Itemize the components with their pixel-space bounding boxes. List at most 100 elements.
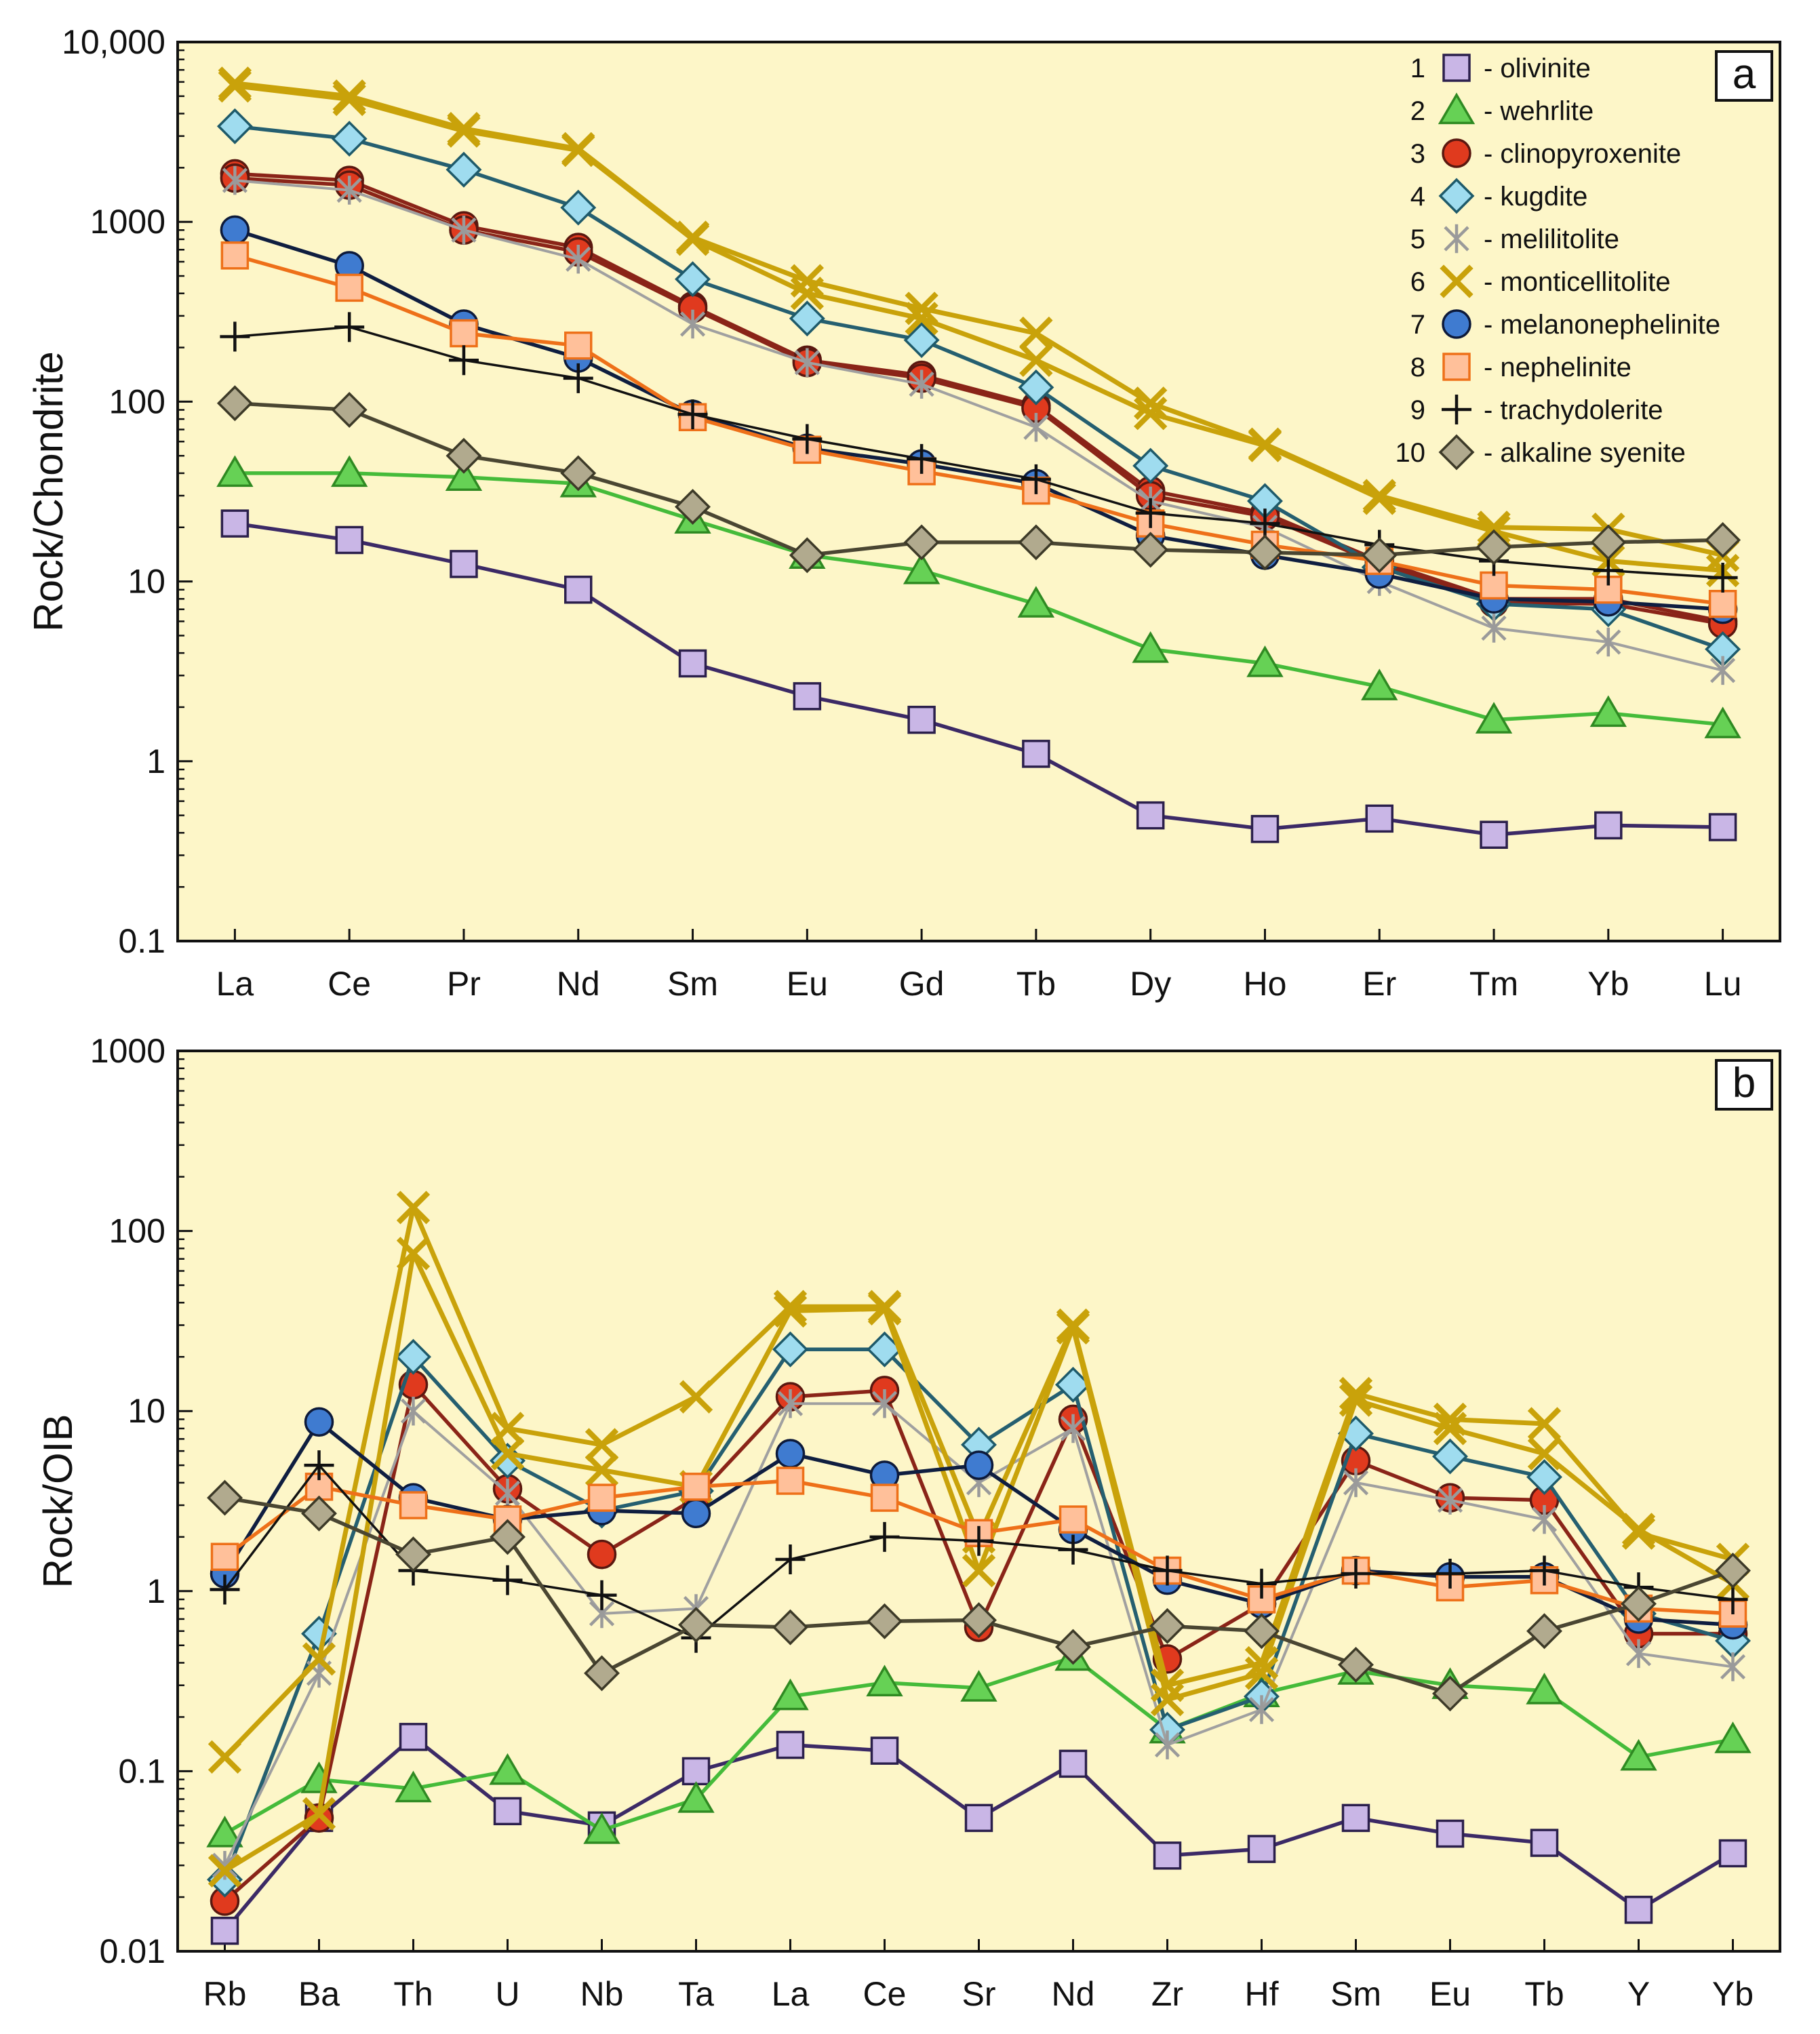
data-point bbox=[903, 524, 940, 561]
x-tick-label: Tb bbox=[1524, 1975, 1564, 2013]
data-point bbox=[1244, 1613, 1280, 1650]
data-point bbox=[1017, 586, 1055, 618]
y-tick-label: 1000 bbox=[90, 203, 165, 241]
data-point bbox=[1135, 498, 1166, 528]
panel-tag-box bbox=[1715, 50, 1773, 102]
data-point bbox=[207, 1479, 243, 1516]
data-point bbox=[1437, 1485, 1463, 1515]
data-point bbox=[446, 151, 482, 188]
data-point bbox=[396, 1237, 431, 1271]
data-point bbox=[304, 1407, 334, 1437]
data-point bbox=[790, 277, 824, 311]
data-point bbox=[566, 245, 591, 274]
data-point bbox=[1589, 695, 1627, 727]
data-point bbox=[490, 1437, 525, 1471]
data-point bbox=[678, 1607, 714, 1643]
series-line bbox=[235, 179, 1724, 672]
data-point bbox=[962, 1553, 996, 1588]
x-tick-label: Tb bbox=[1016, 965, 1056, 1003]
series-line bbox=[235, 471, 1723, 727]
data-point bbox=[964, 1803, 993, 1833]
data-point bbox=[587, 1539, 617, 1570]
y-axis: 0.01 0.1 1 10 100 1000 bbox=[90, 1032, 193, 1970]
data-point bbox=[220, 509, 250, 538]
data-point bbox=[964, 1526, 994, 1556]
data-point bbox=[207, 1854, 242, 1888]
data-point bbox=[1153, 1841, 1182, 1870]
data-point bbox=[1018, 369, 1054, 405]
data-point bbox=[450, 319, 478, 348]
legend-item-2: 2 - wehrlite bbox=[1410, 92, 1594, 126]
x-tick-label: Er bbox=[1362, 965, 1396, 1003]
y-tick-label: 100 bbox=[109, 382, 165, 420]
data-point bbox=[1436, 1819, 1465, 1848]
x-tick-label: Yb bbox=[1712, 1975, 1754, 2013]
data-point bbox=[304, 1450, 334, 1481]
x-tick-label: Pr bbox=[447, 965, 481, 1003]
data-point bbox=[335, 525, 363, 555]
data-point bbox=[772, 1331, 808, 1368]
data-point bbox=[395, 1770, 432, 1803]
legend-item-8: 8 - nephelinite bbox=[1410, 353, 1631, 382]
legend-marker-icon bbox=[1438, 178, 1475, 214]
data-point bbox=[679, 309, 706, 339]
data-point bbox=[218, 69, 252, 103]
data-point bbox=[1590, 524, 1627, 561]
chart-panel-b: 0.01 0.1 1 10 100 1000 Rock/OIB Rb Ba Th U Nb Ta La Ce… bbox=[35, 1032, 1781, 2013]
data-point bbox=[302, 1642, 336, 1676]
legend-marker-icon bbox=[1442, 353, 1471, 381]
x-tick-label: Zr bbox=[1151, 1975, 1183, 2013]
data-point bbox=[1339, 1383, 1373, 1417]
legend-number: 2 bbox=[1410, 96, 1425, 126]
data-point bbox=[220, 241, 250, 270]
legend-marker-icon bbox=[1438, 434, 1475, 471]
data-point bbox=[492, 1565, 523, 1595]
x-tick-label: Nd bbox=[1052, 1975, 1095, 2013]
x-tick-label: Y bbox=[1627, 1975, 1650, 2013]
legend-item-6: 6 - monticellitolite bbox=[1410, 264, 1671, 298]
data-point bbox=[560, 455, 597, 492]
data-point bbox=[1059, 1505, 1088, 1534]
data-point bbox=[866, 1664, 903, 1697]
data-point bbox=[1707, 562, 1738, 593]
data-point bbox=[1433, 1412, 1467, 1445]
x-axis: La Ce Pr Nd Sm Eu Gd Tb Dy Ho Er Tm Yb Lu bbox=[216, 929, 1741, 1003]
x-tick-label: U bbox=[495, 1975, 519, 2013]
data-point bbox=[1248, 1695, 1275, 1724]
data-point bbox=[1708, 589, 1737, 618]
data-point bbox=[1022, 740, 1050, 768]
x-tick-label: Ta bbox=[678, 1975, 714, 2013]
y-tick-label: 0.1 bbox=[118, 1752, 165, 1790]
data-point bbox=[1624, 1896, 1653, 1924]
data-point bbox=[1710, 656, 1736, 685]
data-point bbox=[448, 345, 479, 376]
legend-number: 3 bbox=[1410, 139, 1425, 169]
data-point bbox=[1704, 706, 1741, 738]
x-tick-label: Nb bbox=[580, 1975, 624, 2013]
data-point bbox=[1250, 509, 1280, 539]
data-point bbox=[907, 443, 937, 474]
legend-number: 6 bbox=[1410, 267, 1425, 297]
y-tick-label: 1000 bbox=[90, 1032, 165, 1070]
data-point bbox=[1136, 801, 1165, 830]
y-tick-label: 10,000 bbox=[62, 23, 165, 61]
legend-item-5: 5 - melilitolite bbox=[1410, 224, 1619, 254]
data-point bbox=[1132, 631, 1169, 663]
data-point bbox=[1718, 1584, 1748, 1614]
y-axis-label: Rock/OIB bbox=[35, 1414, 81, 1589]
data-point bbox=[1621, 1513, 1656, 1547]
data-point bbox=[399, 1491, 428, 1519]
series-line bbox=[234, 83, 1723, 573]
legend-item-3: 3 - clinopyroxenite bbox=[1410, 138, 1681, 169]
data-point bbox=[1248, 428, 1282, 462]
data-point bbox=[675, 489, 711, 525]
data-point bbox=[302, 1797, 336, 1831]
data-point bbox=[1362, 481, 1396, 515]
x-tick-label: Sm bbox=[667, 965, 718, 1003]
data-point bbox=[1625, 1639, 1652, 1669]
legend-number: 4 bbox=[1410, 182, 1425, 212]
y-tick-label: 0.01 bbox=[100, 1932, 165, 1970]
data-point bbox=[1361, 537, 1398, 574]
data-point bbox=[675, 222, 710, 256]
data-point bbox=[1705, 522, 1741, 558]
